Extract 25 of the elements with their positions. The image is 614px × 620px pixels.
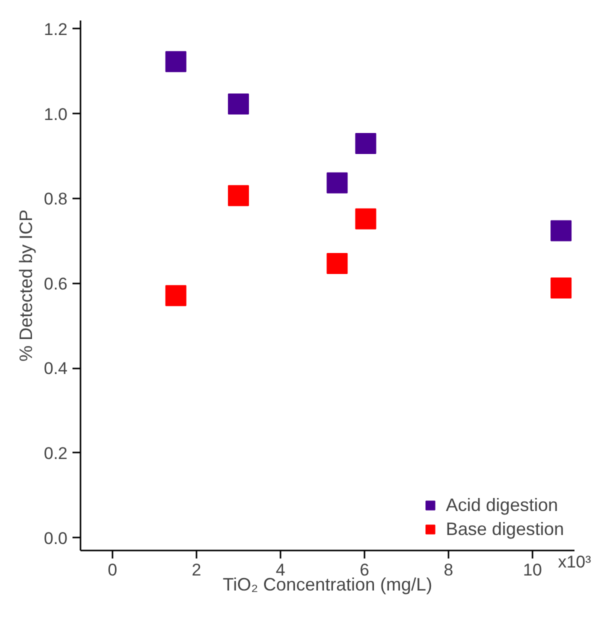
y-tick-label: 1.0 <box>44 104 68 124</box>
point <box>228 94 249 115</box>
point <box>165 285 186 306</box>
x-tick-label: 0 <box>108 560 118 580</box>
x-tick-label: 8 <box>444 560 454 580</box>
y-tick-label: 0.6 <box>44 274 68 294</box>
x-tick-label: 2 <box>192 560 202 580</box>
point <box>228 185 249 206</box>
point <box>165 51 186 72</box>
y-axis-title: % Detected by ICP <box>16 209 36 362</box>
y-tick-label: 0.2 <box>44 444 68 463</box>
point <box>355 132 376 154</box>
point <box>326 252 348 274</box>
y-tick-label: 0.0 <box>44 528 68 548</box>
legend-label: Base digestion <box>446 518 564 540</box>
y-tick-label: 1.2 <box>44 20 68 39</box>
point <box>355 208 376 230</box>
x-tick-label: 10 <box>523 560 542 580</box>
y-tick-label: 0.4 <box>44 359 68 378</box>
legend-label: Acid digestion <box>446 494 558 516</box>
y-tick-label: 0.8 <box>44 190 68 209</box>
point <box>550 278 572 299</box>
point <box>550 220 572 242</box>
point <box>326 172 348 194</box>
text: x10³ <box>558 552 592 572</box>
